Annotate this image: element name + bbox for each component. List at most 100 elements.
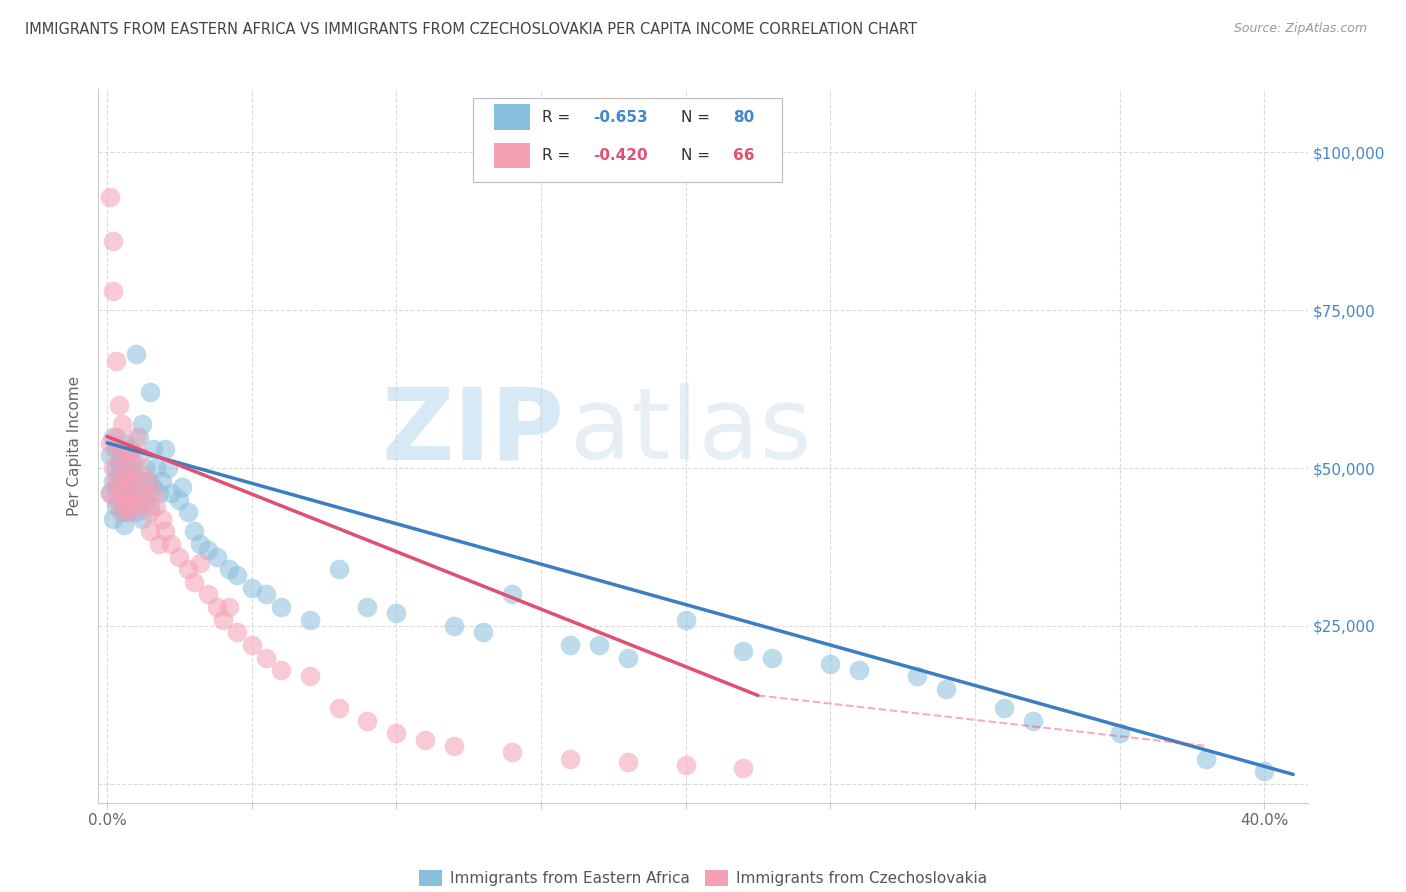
- Point: [226, 568, 249, 582]
- Point: [848, 663, 870, 677]
- Point: [104, 429, 127, 443]
- Point: [1108, 726, 1130, 740]
- Point: [617, 650, 640, 665]
- Point: [270, 600, 292, 615]
- Point: [107, 455, 129, 469]
- Point: [183, 574, 205, 589]
- Point: [675, 613, 697, 627]
- Point: [218, 600, 240, 615]
- Point: [101, 234, 124, 248]
- Point: [139, 385, 162, 400]
- Point: [117, 461, 139, 475]
- Point: [328, 562, 350, 576]
- Point: [120, 499, 142, 513]
- Point: [134, 486, 156, 500]
- Point: [1253, 764, 1275, 779]
- Point: [501, 745, 523, 759]
- Point: [120, 442, 142, 457]
- Point: [356, 600, 378, 615]
- Text: IMMIGRANTS FROM EASTERN AFRICA VS IMMIGRANTS FROM CZECHOSLOVAKIA PER CAPITA INCO: IMMIGRANTS FROM EASTERN AFRICA VS IMMIGR…: [25, 22, 917, 37]
- Point: [120, 467, 142, 482]
- Point: [254, 587, 277, 601]
- Point: [120, 480, 142, 494]
- Point: [139, 505, 162, 519]
- Point: [114, 492, 136, 507]
- Point: [169, 492, 191, 507]
- Point: [125, 486, 148, 500]
- Point: [114, 517, 136, 532]
- Point: [733, 644, 755, 658]
- Y-axis label: Per Capita Income: Per Capita Income: [67, 376, 83, 516]
- Point: [131, 511, 153, 525]
- Point: [905, 669, 928, 683]
- Text: Source: ZipAtlas.com: Source: ZipAtlas.com: [1233, 22, 1367, 36]
- Point: [101, 461, 124, 475]
- Point: [211, 613, 233, 627]
- Point: [197, 543, 219, 558]
- Point: [443, 619, 465, 633]
- Point: [1022, 714, 1045, 728]
- Point: [110, 505, 132, 519]
- Point: [298, 613, 321, 627]
- Point: [153, 524, 176, 539]
- Point: [114, 442, 136, 457]
- Point: [131, 467, 153, 482]
- Point: [150, 511, 173, 525]
- Point: [142, 486, 165, 500]
- Point: [98, 486, 121, 500]
- Point: [134, 461, 156, 475]
- Legend: Immigrants from Eastern Africa, Immigrants from Czechoslovakia: Immigrants from Eastern Africa, Immigran…: [413, 864, 993, 892]
- Point: [226, 625, 249, 640]
- Point: [125, 347, 148, 361]
- Point: [385, 607, 408, 621]
- Point: [501, 587, 523, 601]
- Point: [101, 474, 124, 488]
- Point: [128, 499, 150, 513]
- Point: [122, 492, 145, 507]
- FancyBboxPatch shape: [494, 143, 530, 169]
- Point: [145, 461, 167, 475]
- Point: [125, 474, 148, 488]
- Point: [120, 449, 142, 463]
- Point: [114, 474, 136, 488]
- Point: [139, 524, 162, 539]
- Point: [159, 486, 181, 500]
- Point: [104, 480, 127, 494]
- Point: [177, 562, 200, 576]
- Point: [98, 435, 121, 450]
- Point: [101, 511, 124, 525]
- Point: [761, 650, 783, 665]
- Point: [110, 505, 132, 519]
- Point: [328, 701, 350, 715]
- Point: [98, 189, 121, 203]
- Point: [1195, 751, 1218, 765]
- Point: [98, 449, 121, 463]
- Point: [125, 429, 148, 443]
- Text: R =: R =: [543, 110, 575, 125]
- Point: [558, 638, 581, 652]
- Point: [356, 714, 378, 728]
- Point: [145, 499, 167, 513]
- Point: [101, 429, 124, 443]
- Point: [114, 435, 136, 450]
- Point: [117, 505, 139, 519]
- Point: [104, 474, 127, 488]
- Point: [117, 486, 139, 500]
- Point: [159, 537, 181, 551]
- Text: atlas: atlas: [569, 384, 811, 480]
- Point: [117, 474, 139, 488]
- Point: [128, 449, 150, 463]
- Text: -0.653: -0.653: [593, 110, 648, 125]
- Point: [820, 657, 842, 671]
- Point: [617, 755, 640, 769]
- Point: [177, 505, 200, 519]
- Point: [107, 398, 129, 412]
- Point: [385, 726, 408, 740]
- Point: [993, 701, 1015, 715]
- Point: [122, 467, 145, 482]
- Text: N =: N =: [682, 110, 716, 125]
- Point: [148, 537, 170, 551]
- Text: R =: R =: [543, 148, 575, 163]
- Point: [172, 480, 194, 494]
- Point: [240, 638, 263, 652]
